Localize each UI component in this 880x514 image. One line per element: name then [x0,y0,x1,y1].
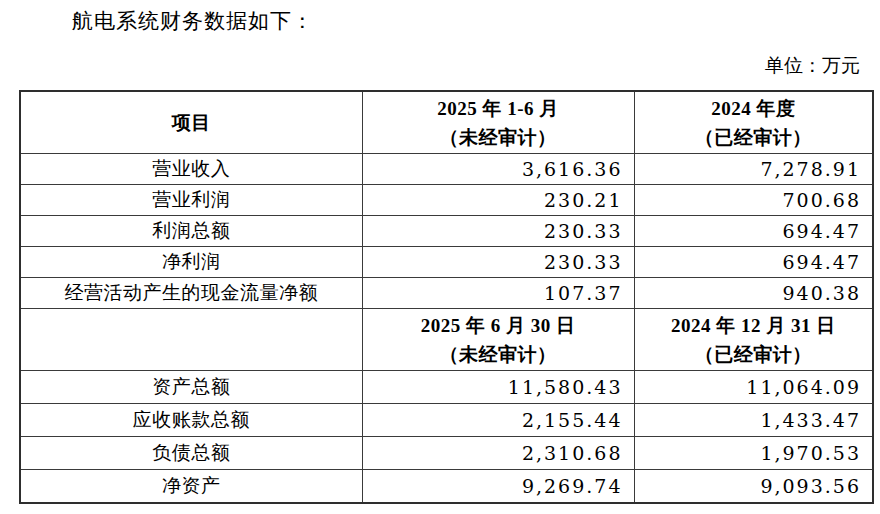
row-label: 净资产 [20,470,362,504]
table-row-accounts-receivable: 应收账款总额 2,155.44 1,433.47 [20,404,873,437]
table-row-operating-cash-flow: 经营活动产生的现金流量净额 107.37 940.38 [20,278,873,309]
value-2025: 230.33 [362,247,634,278]
page-title: 航电系统财务数据如下： [72,8,880,34]
row-label: 经营活动产生的现金流量净额 [20,278,362,309]
value-2025: 2,155.44 [362,404,634,437]
unit-label: 单位：万元 [0,54,880,78]
document-page: 航电系统财务数据如下： 单位：万元 项目 2025 年 1-6 月 （未经审计）… [0,0,880,514]
header-period-2024: 2024 年度 （已经审计） [634,91,873,154]
value-2025: 9,269.74 [362,470,634,504]
row-label: 营业收入 [20,154,362,185]
row-label: 利润总额 [20,216,362,247]
value-2025: 2,310.68 [362,437,634,470]
value-2024: 7,278.91 [634,154,873,185]
table-row-operating-profit: 营业利润 230.21 700.68 [20,185,873,216]
table-row-total-assets: 资产总额 11,580.43 11,064.09 [20,371,873,404]
value-2025: 230.21 [362,185,634,216]
value-2025: 11,580.43 [362,371,634,404]
financial-table: 项目 2025 年 1-6 月 （未经审计） 2024 年度 （已经审计） 营业… [19,90,874,504]
header-item: 项目 [20,91,362,154]
value-2025: 230.33 [362,216,634,247]
table-row-total-profit: 利润总额 230.33 694.47 [20,216,873,247]
value-2024: 9,093.56 [634,470,873,504]
value-2025: 107.37 [362,278,634,309]
header-item-label: 项目 [21,108,362,137]
table-header-balance: 2025 年 6 月 30 日 （未经审计） 2024 年 12 月 31 日 … [20,309,873,371]
value-2024: 694.47 [634,247,873,278]
table-row-net-profit: 净利润 230.33 694.47 [20,247,873,278]
row-label: 应收账款总额 [20,404,362,437]
row-label: 净利润 [20,247,362,278]
value-2024: 694.47 [634,216,873,247]
table-row-total-liabilities: 负债总额 2,310.68 1,970.53 [20,437,873,470]
header-period-2025-line2: （未经审计） [363,123,634,152]
header-date-2025-line1: 2025 年 6 月 30 日 [363,311,634,340]
value-2025: 3,616.36 [362,154,634,185]
header-period-2025: 2025 年 1-6 月 （未经审计） [362,91,634,154]
table-header-income: 项目 2025 年 1-6 月 （未经审计） 2024 年度 （已经审计） [20,91,873,154]
value-2024: 1,970.53 [634,437,873,470]
value-2024: 940.38 [634,278,873,309]
row-label: 资产总额 [20,371,362,404]
header-date-2025-line2: （未经审计） [363,340,634,369]
header-empty-cell [20,309,362,371]
table-row-revenue: 营业收入 3,616.36 7,278.91 [20,154,873,185]
value-2024: 1,433.47 [634,404,873,437]
header-period-2025-line1: 2025 年 1-6 月 [363,94,634,123]
header-date-2024: 2024 年 12 月 31 日 （已经审计） [634,309,873,371]
value-2024: 700.68 [634,185,873,216]
header-period-2024-line1: 2024 年度 [635,94,873,123]
row-label: 负债总额 [20,437,362,470]
header-date-2025: 2025 年 6 月 30 日 （未经审计） [362,309,634,371]
table-row-net-assets: 净资产 9,269.74 9,093.56 [20,470,873,504]
header-date-2024-line2: （已经审计） [635,340,873,369]
row-label: 营业利润 [20,185,362,216]
header-date-2024-line1: 2024 年 12 月 31 日 [635,311,873,340]
value-2024: 11,064.09 [634,371,873,404]
header-period-2024-line2: （已经审计） [635,123,873,152]
